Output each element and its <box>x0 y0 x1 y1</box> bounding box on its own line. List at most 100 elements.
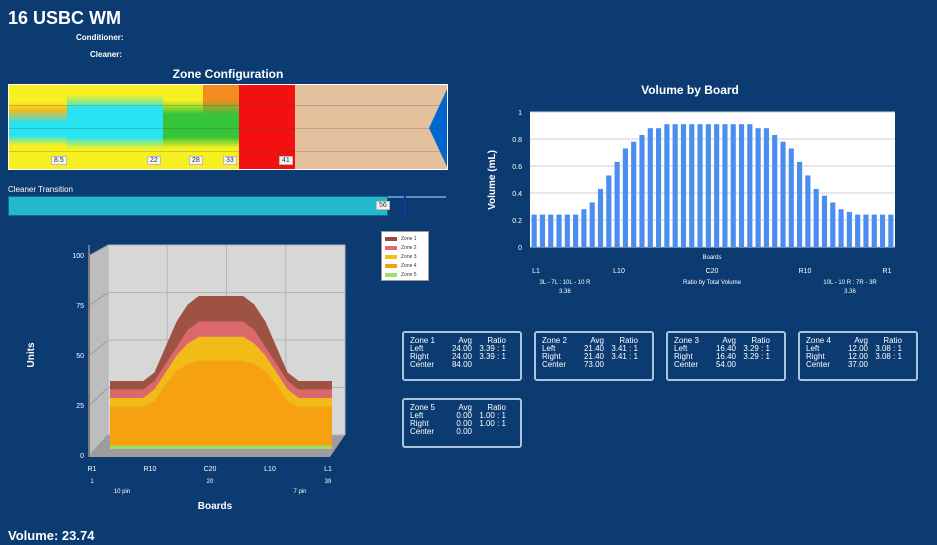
zone-right-avg: 21.40 <box>583 352 604 361</box>
volume-bar <box>871 214 877 247</box>
cleaner-transition-bar: 56 <box>8 196 446 218</box>
zone-center-label: Center <box>410 360 435 369</box>
volume-bar <box>581 209 587 247</box>
zone-right-ratio: 3.41 : 1 <box>611 352 638 361</box>
units-area-zone-5 <box>110 445 332 449</box>
volume-by-board-chart: 0 0.2 0.4 0.6 0.8 1 Volume (mL) Boards L1 L10… <box>487 110 895 295</box>
volume-note-right-value: 3.36 <box>844 289 856 295</box>
zone-center-label: Center <box>674 360 699 369</box>
zone-left-avg: 0.00 <box>456 411 472 420</box>
units-ytick: 100 <box>72 253 84 260</box>
zone-right-avg: 16.40 <box>715 352 736 361</box>
volume-bar <box>664 124 670 247</box>
volume-bar <box>763 128 769 247</box>
volume-bar <box>647 128 653 247</box>
volume-note-right: 10L - 10 R : 7R - 3R <box>823 280 877 286</box>
volume-bar <box>689 124 695 247</box>
transition-marker[interactable] <box>404 196 406 218</box>
units-y-label: Units <box>26 342 37 367</box>
zone-center-label: Center <box>542 360 567 369</box>
volume-bar <box>622 148 628 247</box>
volume-bar <box>714 124 720 247</box>
zone-col-ratio: Ratio <box>751 336 770 345</box>
zone-label-3: 28 <box>189 156 203 165</box>
zone-right-ratio: 3.08 : 1 <box>875 352 902 361</box>
volume-ytick: 1 <box>518 110 522 117</box>
volume-bar <box>548 214 554 247</box>
zone-label-5: 41 <box>279 156 293 165</box>
zone-col-ratio: Ratio <box>619 336 638 345</box>
units-legend: Zone 1 Zone 2 Zone 3 Zone 4 Zone 5 <box>381 231 429 281</box>
units-gridline-side <box>89 339 109 356</box>
zone-label-4: 33 <box>223 156 237 165</box>
zone-left-ratio: 3.29 : 1 <box>743 344 770 353</box>
zone-center-label: Center <box>806 360 831 369</box>
volume-bar <box>556 214 562 247</box>
volume-bar <box>539 214 546 247</box>
zone-left-label: Left <box>410 344 424 353</box>
volume-bar <box>813 188 819 247</box>
volume-bar <box>564 214 570 247</box>
legend-label: Zone 3 <box>401 253 417 260</box>
volume-bar <box>888 214 894 247</box>
units-ytick: 50 <box>76 353 84 360</box>
volume-note-left: 3L - 7L : 10L - 10 R <box>539 280 591 286</box>
volume-bar <box>830 202 836 247</box>
volume-bar <box>672 124 678 247</box>
transition-track <box>388 196 446 198</box>
volume-bar <box>722 124 728 247</box>
zone-left-label: Left <box>806 344 820 353</box>
zone-left-label: Left <box>410 411 424 420</box>
zone-right-label: Right <box>674 352 693 361</box>
zone-title: Zone 3 <box>674 336 699 345</box>
zone-center-avg: 37.00 <box>847 360 868 369</box>
volume-xtick-l1: L1 <box>532 268 540 275</box>
volume-bar <box>863 214 869 247</box>
zone-right-label: Right <box>410 419 429 428</box>
volume-bar <box>772 134 778 247</box>
units-xsub-3: 20 <box>207 479 214 485</box>
legend-swatch-zone4 <box>385 263 397 268</box>
conditioner-label: Conditioner: <box>76 33 124 42</box>
volume-bar <box>606 175 612 247</box>
volume-bar <box>821 195 828 247</box>
volume-bar <box>614 161 620 247</box>
volume-bar <box>846 211 852 247</box>
volume-xtick-l10: L10 <box>613 268 625 275</box>
zone-col-avg: Avg <box>458 403 472 412</box>
legend-swatch-zone3 <box>385 254 397 259</box>
volume-y-label: Volume (mL) <box>487 150 498 210</box>
units-left-edge <box>88 245 90 457</box>
volume-bar <box>531 214 537 247</box>
zone-right-label: Right <box>542 352 561 361</box>
units-xsub-2: 10 pin <box>114 489 130 495</box>
volume-xtick-r10: R10 <box>799 268 812 275</box>
zone-left-ratio: 3.41 : 1 <box>611 344 638 353</box>
zone-left-ratio: 3.08 : 1 <box>875 344 902 353</box>
zone-segment-3 <box>163 85 203 169</box>
zone-col-ratio: Ratio <box>487 336 506 345</box>
zone-right-label: Right <box>806 352 825 361</box>
units-ytick: 0 <box>80 453 84 460</box>
zone-title: Zone 5 <box>410 403 435 412</box>
volume-bar <box>589 202 595 247</box>
legend-swatch-zone1 <box>385 236 397 241</box>
volume-readout: Volume: 23.74 <box>8 528 95 543</box>
zone-gridline <box>9 151 447 152</box>
volume-bar <box>838 209 844 247</box>
zone-box-5: Zone 5 Avg Ratio Left 0.00 1.00 : 1 Right 0.0… <box>402 398 522 448</box>
zone-col-avg: Avg <box>458 336 472 345</box>
units-xtick-r1: R1 <box>88 466 97 473</box>
volume-ytick: 0.6 <box>512 164 522 171</box>
zone-left-ratio: 3.39 : 1 <box>479 344 506 353</box>
legend-label: Zone 2 <box>401 244 417 251</box>
zone-right-avg: 12.00 <box>847 352 868 361</box>
volume-bar <box>797 161 803 247</box>
units-3d-chart: 0 25 50 75 100 Units Boards R1 R10 C20 L10 L… <box>26 244 346 512</box>
units-xsub-5: 39 <box>325 479 332 485</box>
zone-center-avg: 54.00 <box>715 360 736 369</box>
units-gridline-side <box>89 244 109 256</box>
transition-fill <box>8 196 388 216</box>
volume-bar <box>656 128 662 247</box>
zone-col-avg: Avg <box>590 336 604 345</box>
